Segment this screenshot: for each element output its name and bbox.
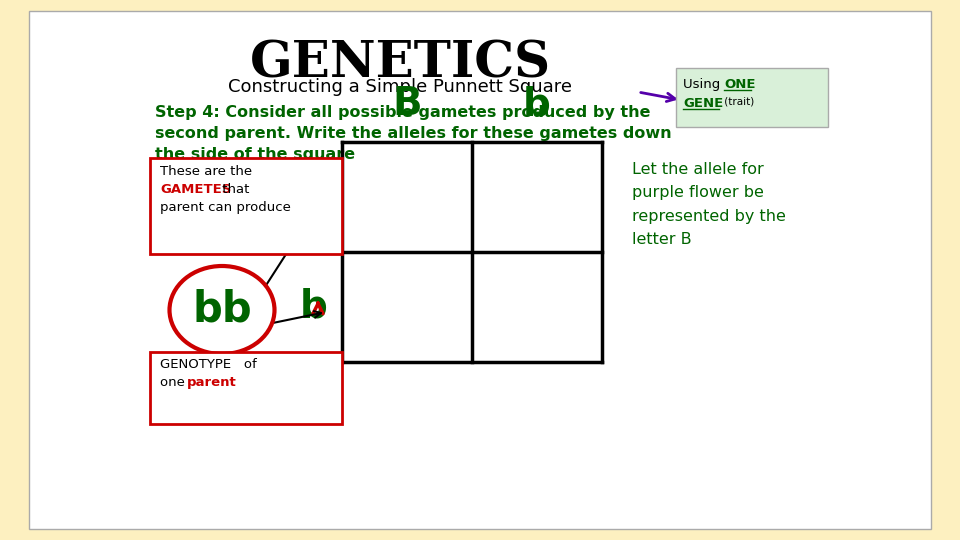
Text: b: b xyxy=(300,178,328,216)
Text: ONE: ONE xyxy=(724,78,756,91)
Text: b: b xyxy=(523,85,551,123)
Text: (trait): (trait) xyxy=(721,97,755,107)
FancyBboxPatch shape xyxy=(676,68,828,127)
Text: parent: parent xyxy=(187,376,237,389)
Text: GENETICS: GENETICS xyxy=(250,40,551,89)
Text: GENOTYPE   of: GENOTYPE of xyxy=(160,358,256,371)
Text: GAMETES: GAMETES xyxy=(160,183,231,196)
Text: b: b xyxy=(300,288,328,326)
Text: These are the: These are the xyxy=(160,165,252,178)
Text: bb: bb xyxy=(192,289,252,331)
Text: one: one xyxy=(160,376,189,389)
Text: GENE: GENE xyxy=(683,97,723,110)
Text: Step 4: Consider all possible gametes produced by the: Step 4: Consider all possible gametes pr… xyxy=(155,105,651,120)
Text: Using: Using xyxy=(683,78,725,91)
Text: parent can produce: parent can produce xyxy=(160,201,291,214)
Text: the side of the square: the side of the square xyxy=(155,147,355,162)
FancyBboxPatch shape xyxy=(150,158,342,254)
Text: that: that xyxy=(218,183,250,196)
Ellipse shape xyxy=(170,266,275,354)
Text: B: B xyxy=(393,85,421,123)
Text: Constructing a Simple Punnett Square: Constructing a Simple Punnett Square xyxy=(228,78,572,96)
FancyBboxPatch shape xyxy=(150,352,342,424)
Text: second parent. Write the alleles for these gametes down: second parent. Write the alleles for the… xyxy=(155,126,672,141)
Text: Let the allele for
purple flower be
represented by the
letter B: Let the allele for purple flower be repr… xyxy=(632,162,786,247)
